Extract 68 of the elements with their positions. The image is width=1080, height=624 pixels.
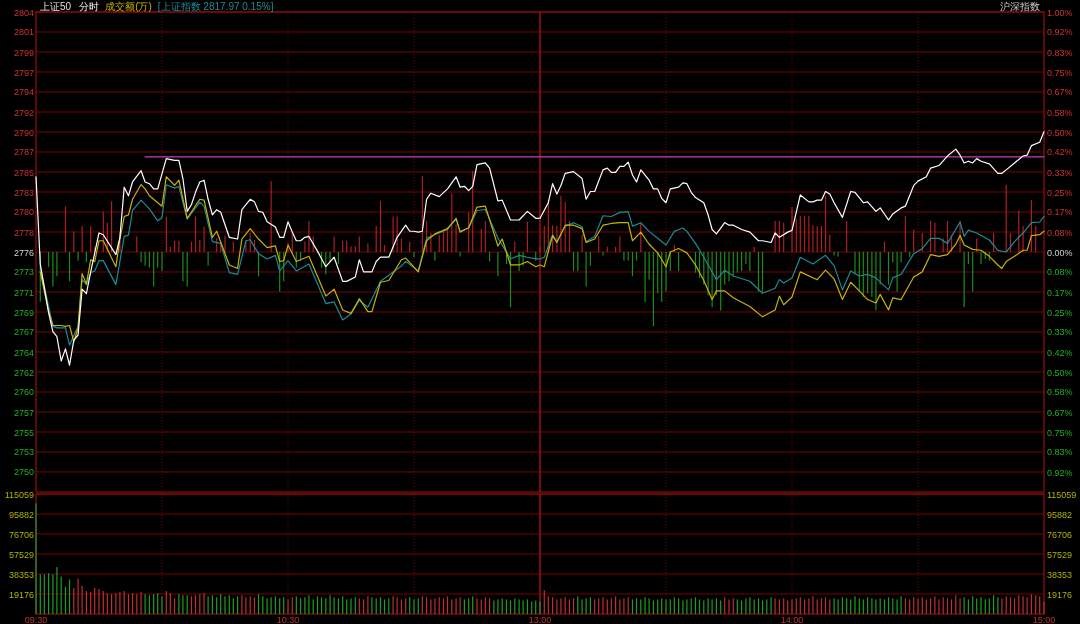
y2-tick-label: 0.00% — [1047, 247, 1073, 258]
y2-tick-label: 0.17% — [1047, 287, 1073, 298]
y-tick-label: 2757 — [13, 407, 34, 418]
y2-tick-label: 0.42% — [1047, 147, 1073, 158]
y2-tick-label: 0.75% — [1047, 427, 1073, 438]
y2-tick-label: 95882 — [1047, 509, 1073, 520]
y2-tick-label: 57529 — [1047, 549, 1073, 560]
y2-tick-label: 115059 — [1047, 489, 1077, 500]
y2-tick-label: 0.33% — [1047, 327, 1073, 338]
y2-tick-label: 0.08% — [1047, 267, 1073, 278]
y2-tick-label: 0.17% — [1047, 207, 1073, 218]
y-tick-label: 2750 — [13, 467, 34, 478]
y2-tick-label: 0.42% — [1047, 347, 1073, 358]
text: 沪深指数 — [1000, 1, 1040, 12]
y-tick-label: 2785 — [13, 167, 34, 178]
y2-tick-label: 0.58% — [1047, 107, 1073, 118]
y-tick-label: 2773 — [13, 267, 34, 278]
y-tick-label: 2787 — [13, 147, 34, 158]
y-tick-label: 57529 — [8, 549, 34, 560]
y-tick-label: 2764 — [13, 347, 34, 358]
y2-tick-label: 76706 — [1047, 529, 1073, 540]
y2-tick-label: 0.50% — [1047, 367, 1073, 378]
y-tick-label: 2792 — [13, 107, 34, 118]
y2-tick-label: 0.75% — [1047, 67, 1073, 78]
y-tick-label: 2797 — [13, 67, 34, 78]
y2-tick-label: 0.83% — [1047, 447, 1073, 458]
legend: 分时 成交额(万) [上证指数 2817.97 0.15%] — [79, 1, 274, 12]
y-tick-label: 2753 — [13, 447, 34, 458]
y-tick-label: 2790 — [13, 127, 34, 138]
y-tick-label: 76706 — [8, 529, 34, 540]
y-tick-label: 95882 — [8, 509, 34, 520]
y2-tick-label: 0.92% — [1047, 27, 1073, 38]
y2-tick-label: 0.58% — [1047, 387, 1073, 398]
y2-tick-label: 19176 — [1047, 589, 1073, 600]
y2-tick-label: 0.25% — [1047, 187, 1073, 198]
x-tick-label: 09:30 — [24, 615, 48, 624]
y-tick-label: 2780 — [13, 207, 34, 218]
x-tick-label: 10:30 — [276, 615, 300, 624]
y-tick-label: 19176 — [8, 589, 34, 600]
y2-tick-label: 0.25% — [1047, 307, 1073, 318]
y-tick-label: 2799 — [13, 47, 34, 58]
x-tick-label: 15:00 — [1032, 615, 1056, 624]
y-tick-label: 2771 — [13, 287, 34, 298]
y-tick-label: 2776 — [13, 247, 34, 258]
y2-tick-label: 0.50% — [1047, 127, 1073, 138]
y-tick-label: 2794 — [13, 87, 34, 98]
y2-tick-label: 0.08% — [1047, 227, 1073, 238]
y-tick-label: 2778 — [13, 227, 34, 238]
y-tick-label: 2783 — [13, 187, 34, 198]
y-tick-label: 38353 — [8, 569, 34, 580]
y-tick-label: 2755 — [13, 427, 34, 438]
y2-tick-label: 0.83% — [1047, 47, 1073, 58]
y2-tick-label: 1.00% — [1047, 7, 1073, 18]
y2-tick-label: 0.67% — [1047, 407, 1073, 418]
y-tick-label: 2804 — [13, 7, 34, 18]
y-tick-label: 2801 — [13, 27, 34, 38]
x-tick-label: 14:00 — [780, 615, 804, 624]
y-tick-label: 2762 — [13, 367, 34, 378]
y-tick-label: 2767 — [13, 327, 34, 338]
y-tick-label: 2760 — [13, 387, 34, 398]
y2-tick-label: 0.92% — [1047, 467, 1073, 478]
x-tick-label: 13:00 — [528, 615, 552, 624]
y2-tick-label: 38353 — [1047, 569, 1073, 580]
chart-title: 上证50 — [40, 1, 72, 12]
y-tick-label: 115059 — [4, 489, 34, 500]
y-tick-label: 2769 — [13, 307, 34, 318]
y2-tick-label: 0.67% — [1047, 87, 1073, 98]
y2-tick-label: 0.33% — [1047, 167, 1073, 178]
